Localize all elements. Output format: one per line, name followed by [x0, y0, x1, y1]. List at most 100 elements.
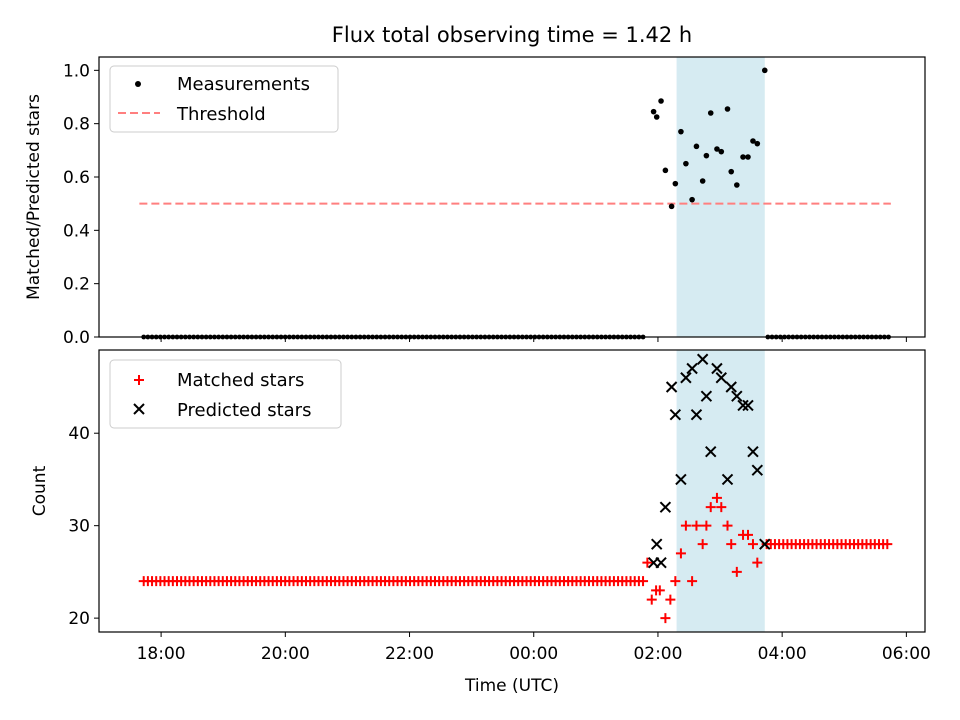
chart-title: Flux total observing time = 1.42 h: [332, 23, 692, 47]
matched-star-point: [882, 539, 893, 550]
predicted-star-point: [751, 464, 764, 476]
matched-star-point: [670, 576, 681, 587]
x-tick-label: 06:00: [882, 644, 931, 664]
x-tick-label: 02:00: [633, 644, 682, 664]
measurement-point: [703, 152, 710, 159]
predicted-star-point: [696, 353, 709, 365]
matched-star-point: [691, 520, 702, 531]
y-tick-label: 0.2: [63, 275, 90, 295]
ratio-panel: 0.0 0.2 0.4 0.6 0.8 1.0 Matched/Predicted sta…: [24, 56, 926, 348]
ratio-y-label: Matched/Predicted stars: [24, 94, 44, 300]
y-tick-label: 20: [68, 609, 90, 629]
count-y-ticks: 20 30 40: [68, 424, 99, 629]
matched-star-point: [752, 557, 763, 568]
matched-star-point: [687, 576, 698, 587]
matched-star-point: [646, 594, 657, 605]
count-panel: 20 30 40 18:00 20:00 22:00 00:00 02:00 04:00 06:…: [30, 349, 931, 696]
measurement-point: [678, 128, 684, 135]
y-tick-label: 30: [68, 517, 90, 537]
x-axis-label: Time (UTC): [464, 676, 559, 696]
predicted-star-point: [675, 473, 687, 486]
y-tick-label: 0.0: [63, 328, 90, 348]
x-tick-label: 00:00: [509, 644, 558, 664]
predicted-star-point: [669, 409, 682, 421]
measurement-point: [707, 110, 714, 116]
measurement-points: [650, 67, 768, 210]
count-span: [676, 350, 765, 632]
matched-star-point: [680, 520, 691, 531]
measurement-point: [693, 143, 700, 150]
count-axes-frame: [98, 349, 926, 633]
measurement-point: [699, 178, 706, 184]
matched-star-point: [711, 492, 722, 503]
matched-star-point: [665, 594, 676, 605]
predicted-star-point: [715, 372, 728, 384]
x-tick-label: 20:00: [261, 644, 310, 664]
y-tick-label: 40: [68, 424, 90, 444]
predicted-star-point: [665, 381, 678, 393]
matched-star-markers: [138, 492, 893, 624]
predicted-star-point: [731, 390, 743, 402]
measurement-point: [761, 67, 768, 74]
measurement-point: [658, 98, 664, 104]
ratio-x-ticks: [160, 337, 907, 342]
measurement-point: [650, 108, 657, 115]
predicted-star-point: [711, 362, 723, 375]
y-tick-label: 1.0: [63, 61, 90, 81]
predicted-star-point: [705, 445, 717, 458]
predicted-star-point: [747, 445, 759, 458]
predicted-star-point: [690, 409, 703, 421]
measurement-point: [745, 154, 751, 160]
predicted-star-point: [655, 556, 667, 569]
ratio-span: [676, 57, 765, 337]
x-tick-label: 22:00: [385, 644, 434, 664]
predicted-star-point: [759, 538, 771, 550]
matched-star-point: [722, 520, 733, 531]
legend-predicted-label: Predicted stars: [177, 400, 311, 421]
measurement-point: [724, 106, 731, 112]
legend-measurement-marker: [135, 81, 141, 87]
x-tick-label: 04:00: [758, 644, 807, 664]
measurement-point: [683, 160, 689, 167]
matched-star-point: [697, 539, 708, 550]
measurement-point: [714, 146, 720, 152]
matched-star-point: [654, 585, 665, 596]
measurement-point: [662, 167, 669, 174]
predicted-star-point: [725, 381, 737, 393]
ratio-axes-frame: [98, 56, 926, 338]
matched-star-point: [660, 613, 671, 624]
measurement-point: [754, 140, 761, 147]
count-y-label: Count: [30, 465, 50, 516]
predicted-star-point: [700, 390, 713, 402]
matched-star-point: [675, 548, 686, 559]
matched-star-point: [701, 520, 712, 531]
predicted-star-markers: [647, 353, 771, 569]
y-tick-label: 0.4: [63, 221, 90, 241]
matched-star-point: [743, 529, 753, 540]
legend-measurements-label: Measurements: [177, 74, 310, 95]
matched-star-point: [642, 557, 653, 568]
matched-star-point: [731, 566, 742, 577]
y-tick-label: 0.6: [63, 168, 90, 188]
ratio-legend: Measurements Threshold: [109, 65, 339, 133]
predicted-star-point: [737, 399, 749, 412]
matched-star-point: [726, 539, 737, 550]
measurement-point: [653, 114, 660, 120]
matched-star-point: [747, 539, 758, 550]
measurement-point: [672, 180, 679, 187]
predicted-star-point: [650, 538, 663, 550]
predicted-star-point: [721, 473, 734, 486]
measurement-point: [740, 154, 746, 160]
x-tick-label: 18:00: [137, 644, 186, 664]
measurement-point: [718, 148, 725, 155]
predicted-star-point: [680, 372, 692, 384]
measurement-point: [728, 168, 735, 175]
legend-threshold-label: Threshold: [176, 104, 266, 125]
matched-star-point: [638, 576, 649, 587]
matched-star-point: [716, 502, 727, 513]
count-legend: Matched stars Predicted stars: [109, 359, 342, 429]
measurement-point: [668, 203, 675, 210]
ratio-y-ticks: 0.0 0.2 0.4 0.6 0.8 1.0: [63, 61, 99, 348]
count-x-ticks: 18:00 20:00 22:00 00:00 02:00 04:00 06:00: [137, 632, 931, 664]
